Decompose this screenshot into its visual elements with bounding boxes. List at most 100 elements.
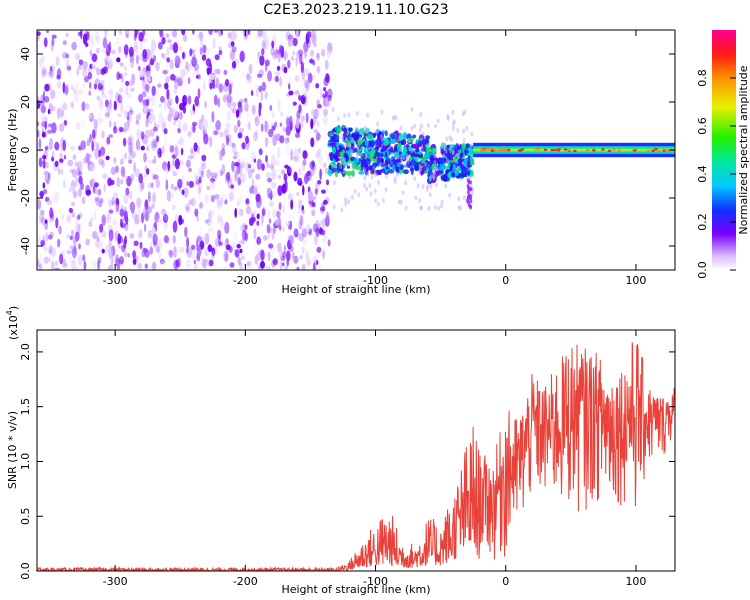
spectrogram-cell — [313, 195, 317, 200]
spectrogram-cell — [310, 137, 315, 148]
spectrogram-cell — [456, 154, 460, 160]
spectrogram-cell — [418, 198, 422, 204]
spectrogram-cell — [342, 157, 346, 163]
spectrogram-cell — [302, 185, 305, 196]
spectrogram-cell — [101, 248, 105, 254]
spectrogram-cell — [196, 245, 202, 257]
spectrogram-cell — [563, 148, 568, 151]
spectrogram-cell — [325, 211, 330, 224]
spectrogram-cell — [77, 88, 84, 96]
spectrogram-cell — [224, 128, 228, 139]
snr-line — [37, 342, 675, 571]
spectrogram-cell — [48, 102, 53, 115]
spectrogram-cell — [256, 158, 262, 171]
spectrogram-cell — [294, 90, 300, 96]
spectrogram-cell — [49, 65, 53, 76]
spectrogram-cell — [646, 149, 650, 152]
spectrogram-cell — [108, 238, 112, 249]
spectrogram-cell — [123, 65, 128, 71]
spectrogram-cell — [350, 138, 354, 144]
spectrogram-cell — [110, 49, 117, 55]
spectrogram-cell — [76, 68, 80, 76]
spectrogram-cell — [131, 73, 135, 86]
spectrogram-cell — [176, 246, 182, 254]
spectrogram-cell — [130, 87, 135, 93]
spectrogram-cell — [301, 245, 305, 255]
spectrogram-cell — [147, 76, 151, 82]
spectrogram-cell — [224, 252, 228, 262]
spectrogram-cell — [261, 30, 267, 40]
spectrogram-cell — [64, 85, 69, 96]
spectrogram-cell — [209, 137, 215, 147]
y-tick-label: 0 — [19, 147, 32, 154]
spectrogram-cell — [234, 174, 239, 180]
spectrogram-cell — [240, 158, 246, 169]
spectrogram-cell — [573, 149, 577, 153]
spectrogram-cell — [164, 137, 168, 148]
spectrogram-cell — [50, 66, 53, 72]
spectrogram-cell — [88, 90, 92, 96]
spectrogram-cell — [101, 130, 105, 139]
spectrogram-cell — [99, 100, 104, 110]
spectrogram-cell — [48, 249, 53, 255]
spectrogram-cell — [134, 255, 139, 261]
spectrogram-cell — [174, 78, 179, 90]
spectrogram-cell — [77, 214, 81, 221]
spectrogram-cell — [83, 260, 87, 270]
spectrogram-cell — [91, 38, 94, 50]
spectrogram-cell — [435, 182, 439, 188]
spectrogram-cell — [59, 158, 64, 163]
spectrogram-cell — [97, 83, 103, 91]
spectrogram-cell — [161, 261, 165, 269]
spectrogram-cell — [194, 96, 199, 107]
spectrogram-cell — [177, 46, 184, 51]
spectrogram-cell — [234, 207, 237, 218]
spectrogram-cell — [377, 155, 381, 164]
spectrogram-cell — [272, 226, 276, 235]
spectrogram-cell — [39, 190, 44, 198]
spectrogram-cell — [198, 186, 202, 195]
colorbar-tick-label: 0.4 — [696, 165, 709, 183]
spectrogram-cell — [363, 182, 366, 188]
x-tick-label: 100 — [625, 575, 646, 588]
spectrogram-cell — [108, 209, 114, 214]
spectrogram-cell — [170, 74, 176, 81]
spectrogram-cell — [468, 193, 472, 198]
spectrogram-cell — [65, 32, 69, 38]
spectrogram-cell — [219, 190, 224, 202]
spectrogram-cell — [411, 158, 416, 166]
spectrogram-cell — [234, 249, 240, 258]
spectrogram-cell — [266, 187, 273, 199]
spectrogram-cell — [105, 212, 109, 225]
spectrogram-cell — [439, 163, 445, 171]
spectrogram-cell — [108, 134, 114, 139]
spectrogram-cell — [92, 185, 96, 194]
spectrogram-cell — [92, 129, 96, 139]
spectrogram-cell — [253, 158, 257, 163]
spectrogram-cell — [114, 203, 119, 208]
spectrogram-cell — [322, 115, 329, 125]
spectrogram-cell — [102, 93, 106, 98]
spectrogram-cell — [173, 85, 177, 95]
spectrogram-cell — [206, 169, 212, 179]
spectrogram-cell — [292, 122, 296, 132]
spectrogram-cell — [94, 196, 100, 202]
spectrogram-cell — [302, 88, 308, 98]
spectrogram-cell — [433, 153, 437, 159]
spectrogram-cell — [245, 72, 251, 81]
spectrogram-cell — [279, 76, 282, 88]
spectrogram-cell — [208, 209, 215, 217]
spectrogram-cell — [44, 219, 48, 224]
x-tick-label: -100 — [363, 575, 388, 588]
spectrogram-cell — [261, 208, 266, 216]
spectrogram-cell — [407, 138, 411, 144]
spectrogram-cell — [467, 186, 471, 191]
spectrogram-cell — [174, 55, 180, 65]
spectrogram-cell — [272, 51, 278, 60]
spectrogram-cell — [96, 236, 100, 242]
spectrogram-cell — [269, 163, 275, 169]
spectrogram-cell — [340, 134, 344, 140]
spectrogram-cell — [347, 112, 351, 118]
spectrogram-cell — [51, 260, 55, 270]
spectrogram-cell — [215, 237, 219, 247]
